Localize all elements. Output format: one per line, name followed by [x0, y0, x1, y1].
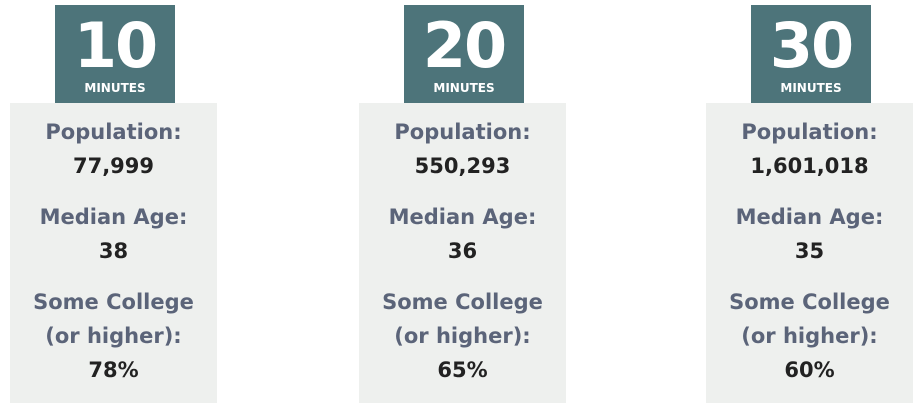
stat-card: 10 MINUTES Population: 77,999 Median Age: 38 S…	[10, 0, 217, 409]
stat: Population: 550,293	[359, 115, 566, 183]
minutes-badge: 10 MINUTES	[55, 5, 175, 103]
stat: Some College (or higher): 78%	[10, 285, 217, 387]
stat-value: 65%	[437, 358, 488, 382]
minutes-badge: 20 MINUTES	[404, 5, 524, 103]
stat-value: 1,601,018	[750, 154, 869, 178]
stat-value: 38	[98, 239, 129, 263]
minutes-number: 10	[73, 9, 158, 82]
stat-label: Population:	[394, 120, 531, 144]
minutes-number: 30	[769, 9, 854, 82]
stat-card: 20 MINUTES Population: 550,293 Median Age: 36…	[359, 0, 566, 409]
stat-value: 60%	[784, 358, 835, 382]
stat-value: 78%	[88, 358, 139, 382]
stat-value: 35	[794, 239, 825, 263]
stat-value: 36	[447, 239, 478, 263]
stat-label: Median Age:	[388, 205, 537, 229]
stats-box: Population: 550,293 Median Age: 36 Some Coll…	[359, 103, 566, 403]
stat-label: Median Age:	[735, 205, 884, 229]
minutes-badge: 30 MINUTES	[751, 5, 871, 103]
stat-card: 30 MINUTES Population: 1,601,018 Median Age:…	[706, 0, 913, 409]
stat-label: Some College (or higher):	[729, 290, 890, 348]
stat-label: Some College (or higher):	[33, 290, 194, 348]
stat-value: 77,999	[72, 154, 155, 178]
minutes-unit: MINUTES	[780, 81, 842, 95]
stats-box: Population: 77,999 Median Age: 38 Some Colle…	[10, 103, 217, 403]
stats-box: Population: 1,601,018 Median Age: 35 Some Co…	[706, 103, 913, 403]
stat-label: Median Age:	[39, 205, 188, 229]
minutes-number: 20	[422, 9, 507, 82]
stat-label: Population:	[45, 120, 182, 144]
stat: Some College (or higher): 65%	[359, 285, 566, 387]
minutes-unit: MINUTES	[433, 81, 495, 95]
stat: Population: 77,999	[10, 115, 217, 183]
stat: Some College (or higher): 60%	[706, 285, 913, 387]
stat: Median Age: 36	[359, 200, 566, 268]
stat-label: Population:	[741, 120, 878, 144]
stat: Population: 1,601,018	[706, 115, 913, 183]
stat-label: Some College (or higher):	[382, 290, 543, 348]
minutes-unit: MINUTES	[84, 81, 146, 95]
stat: Median Age: 35	[706, 200, 913, 268]
stat-value: 550,293	[414, 154, 511, 178]
stat: Median Age: 38	[10, 200, 217, 268]
